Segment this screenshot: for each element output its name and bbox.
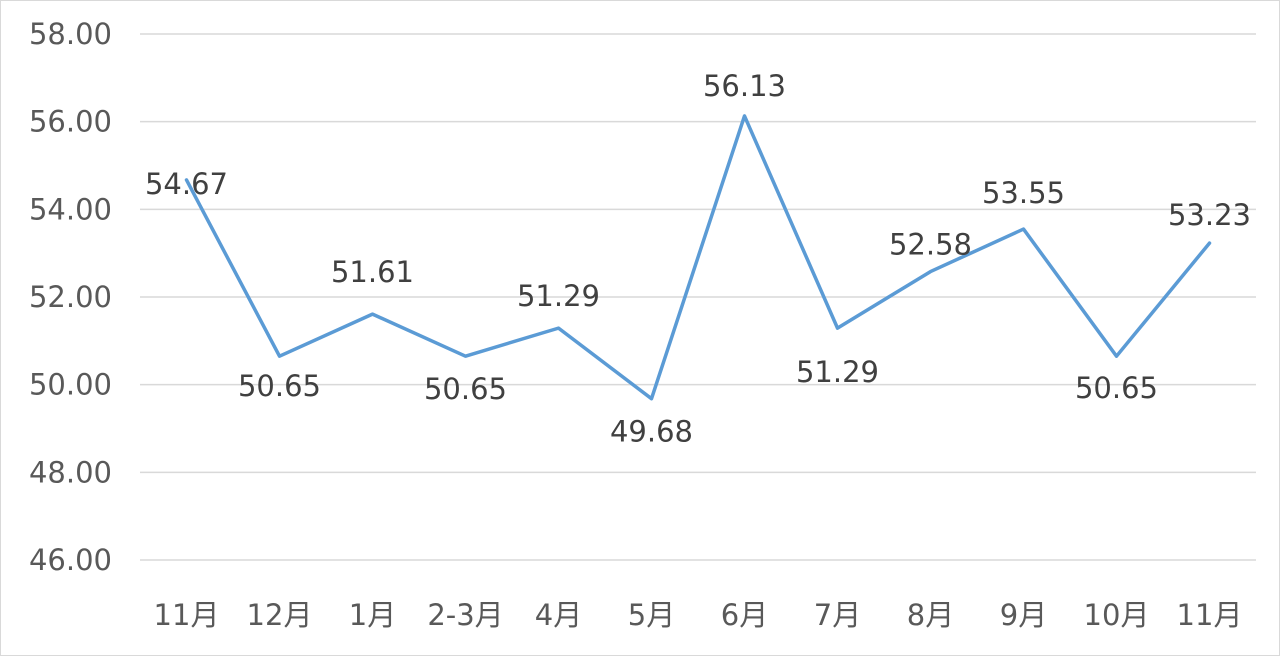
x-tick-label: 8月 <box>907 598 954 632</box>
x-tick-label: 4月 <box>535 598 582 632</box>
x-tick-label: 1月 <box>349 598 396 632</box>
y-tick-label: 52.00 <box>29 280 112 314</box>
data-label: 52.58 <box>889 228 972 262</box>
data-label: 50.65 <box>238 369 321 403</box>
x-tick-label: 6月 <box>721 598 768 632</box>
x-tick-label: 11月 <box>154 598 220 632</box>
data-label: 49.68 <box>610 415 693 449</box>
data-label: 51.29 <box>517 279 600 313</box>
data-label: 54.67 <box>145 167 228 201</box>
x-tick-label: 7月 <box>814 598 861 632</box>
series-line <box>184 114 1212 401</box>
x-tick-label: 2-3月 <box>427 598 503 632</box>
x-tick-label: 5月 <box>628 598 675 632</box>
y-tick-label: 54.00 <box>29 192 112 226</box>
y-axis-ticks: 46.00 48.00 50.00 52.00 54.00 56.00 58.00 <box>29 17 112 577</box>
data-label: 56.13 <box>703 69 786 103</box>
data-label: 53.55 <box>982 176 1065 210</box>
data-label: 51.29 <box>796 355 879 389</box>
x-tick-label: 10月 <box>1084 598 1150 632</box>
data-label: 50.65 <box>1075 371 1158 405</box>
x-axis-ticks: 11月 12月 1月 2-3月 4月 5月 6月 7月 8月 9月 10月 11月 <box>154 598 1243 632</box>
y-tick-label: 58.00 <box>29 17 112 51</box>
x-tick-label: 12月 <box>247 598 313 632</box>
data-label: 50.65 <box>424 372 507 406</box>
y-tick-label: 48.00 <box>29 455 112 489</box>
y-tick-label: 56.00 <box>29 105 112 139</box>
series-group <box>184 114 1212 401</box>
x-tick-label: 9月 <box>1000 598 1047 632</box>
data-labels: 54.67 50.65 51.61 50.65 51.29 49.68 56.13 51.29… <box>145 69 1251 449</box>
y-tick-label: 46.00 <box>29 543 112 577</box>
data-label: 53.23 <box>1168 198 1251 232</box>
gridlines <box>140 33 1256 561</box>
x-tick-label: 11月 <box>1177 598 1243 632</box>
data-label: 51.61 <box>331 255 414 289</box>
y-tick-label: 50.00 <box>29 368 112 402</box>
